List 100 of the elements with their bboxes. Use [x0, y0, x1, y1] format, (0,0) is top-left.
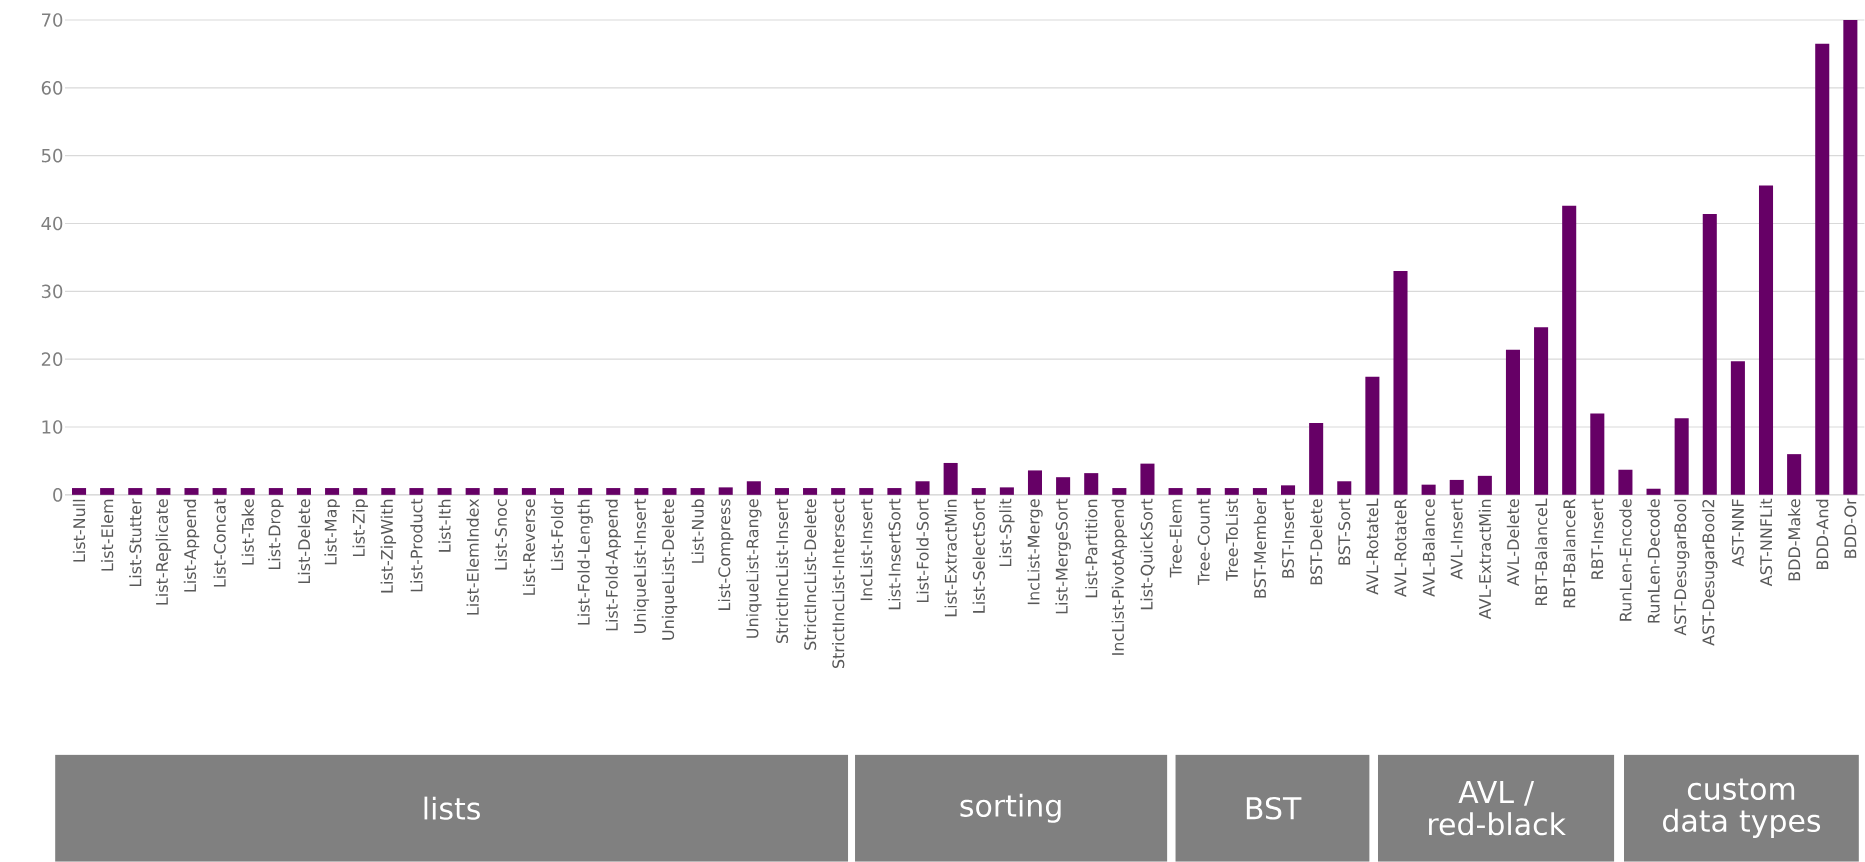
- bar: [634, 488, 649, 495]
- x-tick-label: List-Map: [324, 499, 340, 565]
- x-tick-label: StrictIncList-Delete: [803, 499, 817, 650]
- bar: [578, 488, 593, 495]
- x-tick-label: List-Ith: [438, 499, 451, 552]
- x-tick-label: RBT-BalanceR: [1563, 498, 1576, 608]
- x-tick-label: List-Snoc: [494, 499, 507, 570]
- bar: [100, 488, 115, 495]
- bar: [1758, 185, 1774, 495]
- bar: [1056, 477, 1071, 495]
- bar: [774, 488, 789, 495]
- x-tick-label: List-SelectSort: [972, 498, 985, 613]
- x-tick-label: BST-Insert: [1281, 498, 1295, 578]
- text: sorting: [960, 793, 1061, 823]
- bar: [409, 488, 424, 495]
- x-tick-label: List-Append: [183, 499, 200, 592]
- y-tick-label: 60: [41, 81, 63, 95]
- x-tick-label: List-Zip: [352, 499, 368, 557]
- bar: [1787, 454, 1802, 495]
- x-tick-label: Tree-ToList: [1225, 498, 1238, 581]
- bar: [353, 488, 368, 495]
- bar: [212, 488, 227, 495]
- x-tick-label: List-Fold-Sort: [916, 498, 929, 603]
- bar: [549, 488, 565, 495]
- bar: [887, 488, 902, 495]
- bar: [325, 488, 340, 495]
- x-tick-label: AVL-RotateL: [1366, 498, 1379, 595]
- bar: [859, 488, 874, 495]
- bar: [1168, 488, 1183, 495]
- x-tick-label: BST-Member: [1253, 498, 1267, 598]
- x-tick-label: List-Foldr: [550, 498, 564, 571]
- x-tick-label: List-Partition: [1085, 499, 1098, 598]
- x-tick-label: UniqueList-Delete: [661, 499, 678, 640]
- bar: [1393, 271, 1408, 495]
- bar: [1027, 470, 1043, 495]
- x-tick-label: List-Stutter: [129, 498, 142, 587]
- bar: [943, 463, 958, 495]
- bar: [1281, 485, 1296, 495]
- bar: [915, 481, 930, 495]
- bar: [437, 488, 452, 495]
- x-tick-label: IncList-Insert: [860, 498, 873, 601]
- x-tick-label: RunLen-Decode: [1647, 499, 1660, 623]
- x-tick-label: UniqueList-Insert: [633, 498, 650, 634]
- x-tick-label: Tree-Elem: [1169, 499, 1182, 578]
- text: AVL / red-black: [1429, 781, 1566, 836]
- x-tick-label: List-Reverse: [522, 499, 536, 595]
- bar: [1730, 361, 1745, 495]
- bar: [746, 481, 761, 495]
- x-tick-label: BST-Sort: [1338, 498, 1351, 565]
- bar: [831, 488, 846, 495]
- bar: [156, 488, 171, 495]
- y-tick-label: 30: [41, 284, 63, 299]
- bar: [1674, 418, 1689, 495]
- bar: [521, 488, 536, 495]
- bar: [1421, 484, 1436, 495]
- y-tick-label: 50: [41, 149, 63, 163]
- x-tick-label: List-InsertSort: [888, 498, 901, 610]
- bar: [1562, 206, 1577, 495]
- y-tick-label: 0: [53, 488, 63, 502]
- bar: [493, 488, 508, 495]
- x-tick-label: BDD-And: [1816, 499, 1829, 570]
- bar: [1449, 480, 1464, 495]
- bar: [971, 488, 986, 495]
- x-tick-label: List-Replicate: [155, 499, 172, 605]
- x-tick-label: AVL-Delete: [1506, 499, 1520, 587]
- bar: [1477, 475, 1492, 495]
- bar: [1365, 376, 1380, 495]
- bar: [718, 487, 733, 495]
- bar: [240, 488, 255, 495]
- x-tick-label: AVL-ExtractMin: [1478, 499, 1492, 620]
- x-tick-label: RBT-BalanceL: [1534, 498, 1548, 606]
- bar: [1140, 463, 1155, 495]
- x-tick-label: RBT-Insert: [1591, 498, 1604, 579]
- bar: [606, 488, 621, 495]
- bar: [1196, 488, 1211, 495]
- bar: [1646, 488, 1661, 495]
- x-tick-label: UniqueList-Range: [746, 499, 762, 638]
- x-tick-label: List-Split: [999, 498, 1015, 567]
- bar: [184, 488, 199, 495]
- x-tick-label: AVL-Balance: [1422, 499, 1435, 597]
- x-tick-label: List-Null: [72, 500, 86, 562]
- text: BST: [1246, 797, 1302, 820]
- x-tick-label: List-Compress: [717, 499, 734, 611]
- y-tick-label: 70: [42, 13, 63, 27]
- x-tick-label: List-Delete: [297, 499, 311, 584]
- y-tick-label: 20: [41, 352, 63, 367]
- bar: [662, 488, 677, 495]
- bar: [296, 488, 311, 495]
- x-tick-label: AST-DesugarBool2: [1702, 500, 1718, 646]
- bar: [690, 488, 705, 495]
- x-tick-label: List-Drop: [268, 499, 284, 570]
- bar: [1337, 481, 1352, 495]
- x-tick-label: List-Product: [410, 498, 423, 592]
- x-tick-label: BST-Delete: [1309, 499, 1323, 585]
- x-tick-label: List-ZipWith: [380, 499, 397, 593]
- x-tick-label: AVL-Insert: [1450, 498, 1463, 580]
- x-tick-label: RunLen-Encode: [1619, 499, 1632, 621]
- bar: [381, 488, 396, 495]
- x-tick-label: AST-NNF: [1731, 499, 1744, 567]
- bar: [1618, 469, 1633, 495]
